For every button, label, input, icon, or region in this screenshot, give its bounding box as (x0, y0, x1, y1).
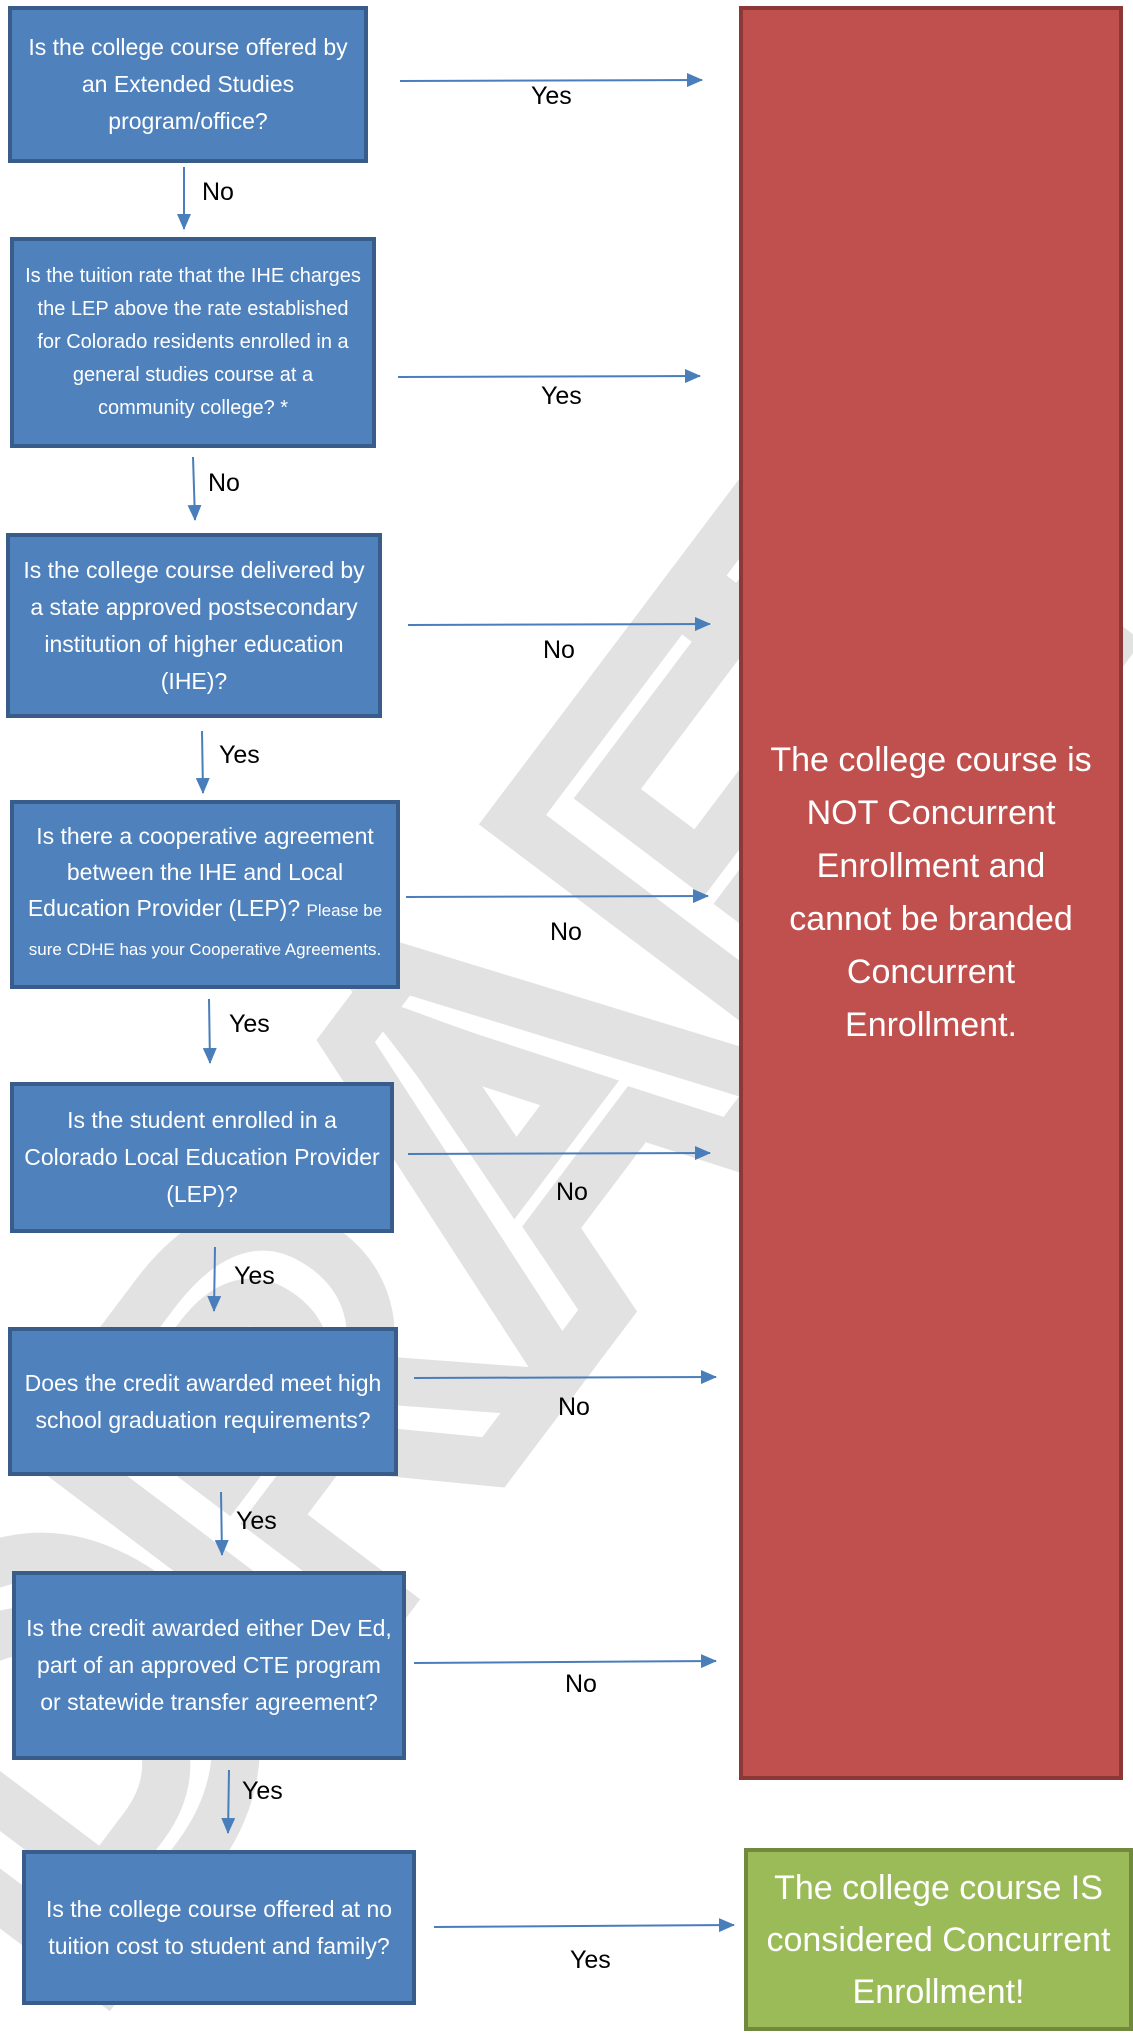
question-extended-studies: Is the college course offered by an Exte… (8, 6, 368, 163)
question-state-approved-ihe: Is the college course delivered by a sta… (6, 533, 382, 718)
question-text: Is the credit awarded either Dev Ed, par… (26, 1615, 392, 1715)
side-label: No (558, 1393, 590, 1421)
side-arrow (413, 1370, 717, 1385)
side-arrow (407, 617, 711, 632)
question-text: Is the tuition rate that the IHE charges… (25, 265, 361, 419)
down-arrow (214, 1491, 229, 1556)
down-label: Yes (234, 1262, 275, 1290)
side-label: Yes (570, 1946, 611, 1974)
side-label: No (550, 918, 582, 946)
side-arrow (407, 1146, 711, 1161)
side-label: No (543, 636, 575, 664)
question-tuition-rate: Is the tuition rate that the IHE charges… (10, 237, 376, 448)
question-text: Is the college course delivered by a sta… (23, 556, 365, 694)
result-is-concurrent: The college course IS considered Concurr… (744, 1848, 1133, 2031)
side-arrow (397, 369, 701, 384)
side-arrow (433, 1918, 735, 1933)
question-text: Is the college course offered by an Exte… (28, 34, 348, 134)
question-no-tuition-cost: Is the college course offered at no tuit… (22, 1850, 416, 2005)
down-arrow (221, 1769, 236, 1834)
question-text: Is the student enrolled in a Colorado Lo… (24, 1107, 380, 1207)
question-cooperative-agreement: Is there a cooperative agreement between… (10, 800, 400, 989)
down-label: No (202, 178, 234, 206)
result-text: The college course IS considered Concurr… (766, 1868, 1111, 2011)
side-label: Yes (541, 382, 582, 410)
result-not-concurrent: The college course is NOT Concurrent Enr… (739, 6, 1123, 1780)
down-label: Yes (229, 1010, 270, 1038)
side-label: No (556, 1178, 588, 1206)
question-student-enrolled: Is the student enrolled in a Colorado Lo… (10, 1082, 394, 1233)
question-graduation-requirements: Does the credit awarded meet high school… (8, 1327, 398, 1476)
side-arrow (413, 1654, 717, 1669)
down-label: Yes (242, 1777, 283, 1805)
question-note: Please be sure CDHE has your Cooperative… (28, 900, 383, 959)
side-arrow (399, 73, 703, 88)
down-label: Yes (236, 1507, 277, 1535)
down-label: No (208, 469, 240, 497)
question-text: Is the college course offered at no tuit… (45, 1895, 393, 1959)
down-arrow (195, 730, 210, 794)
result-text: The college course is NOT Concurrent Enr… (770, 741, 1092, 1044)
side-arrow (405, 889, 709, 904)
question-text: Does the credit awarded meet high school… (24, 1369, 382, 1433)
side-label: No (565, 1670, 597, 1698)
down-arrow (207, 1246, 222, 1312)
down-label: Yes (219, 741, 260, 769)
down-arrow (202, 998, 217, 1064)
down-arrow (187, 456, 202, 521)
side-label: Yes (531, 82, 572, 110)
question-dev-ed-cte: Is the credit awarded either Dev Ed, par… (12, 1571, 406, 1760)
question-text: Is there a cooperative agreement between… (27, 822, 383, 959)
